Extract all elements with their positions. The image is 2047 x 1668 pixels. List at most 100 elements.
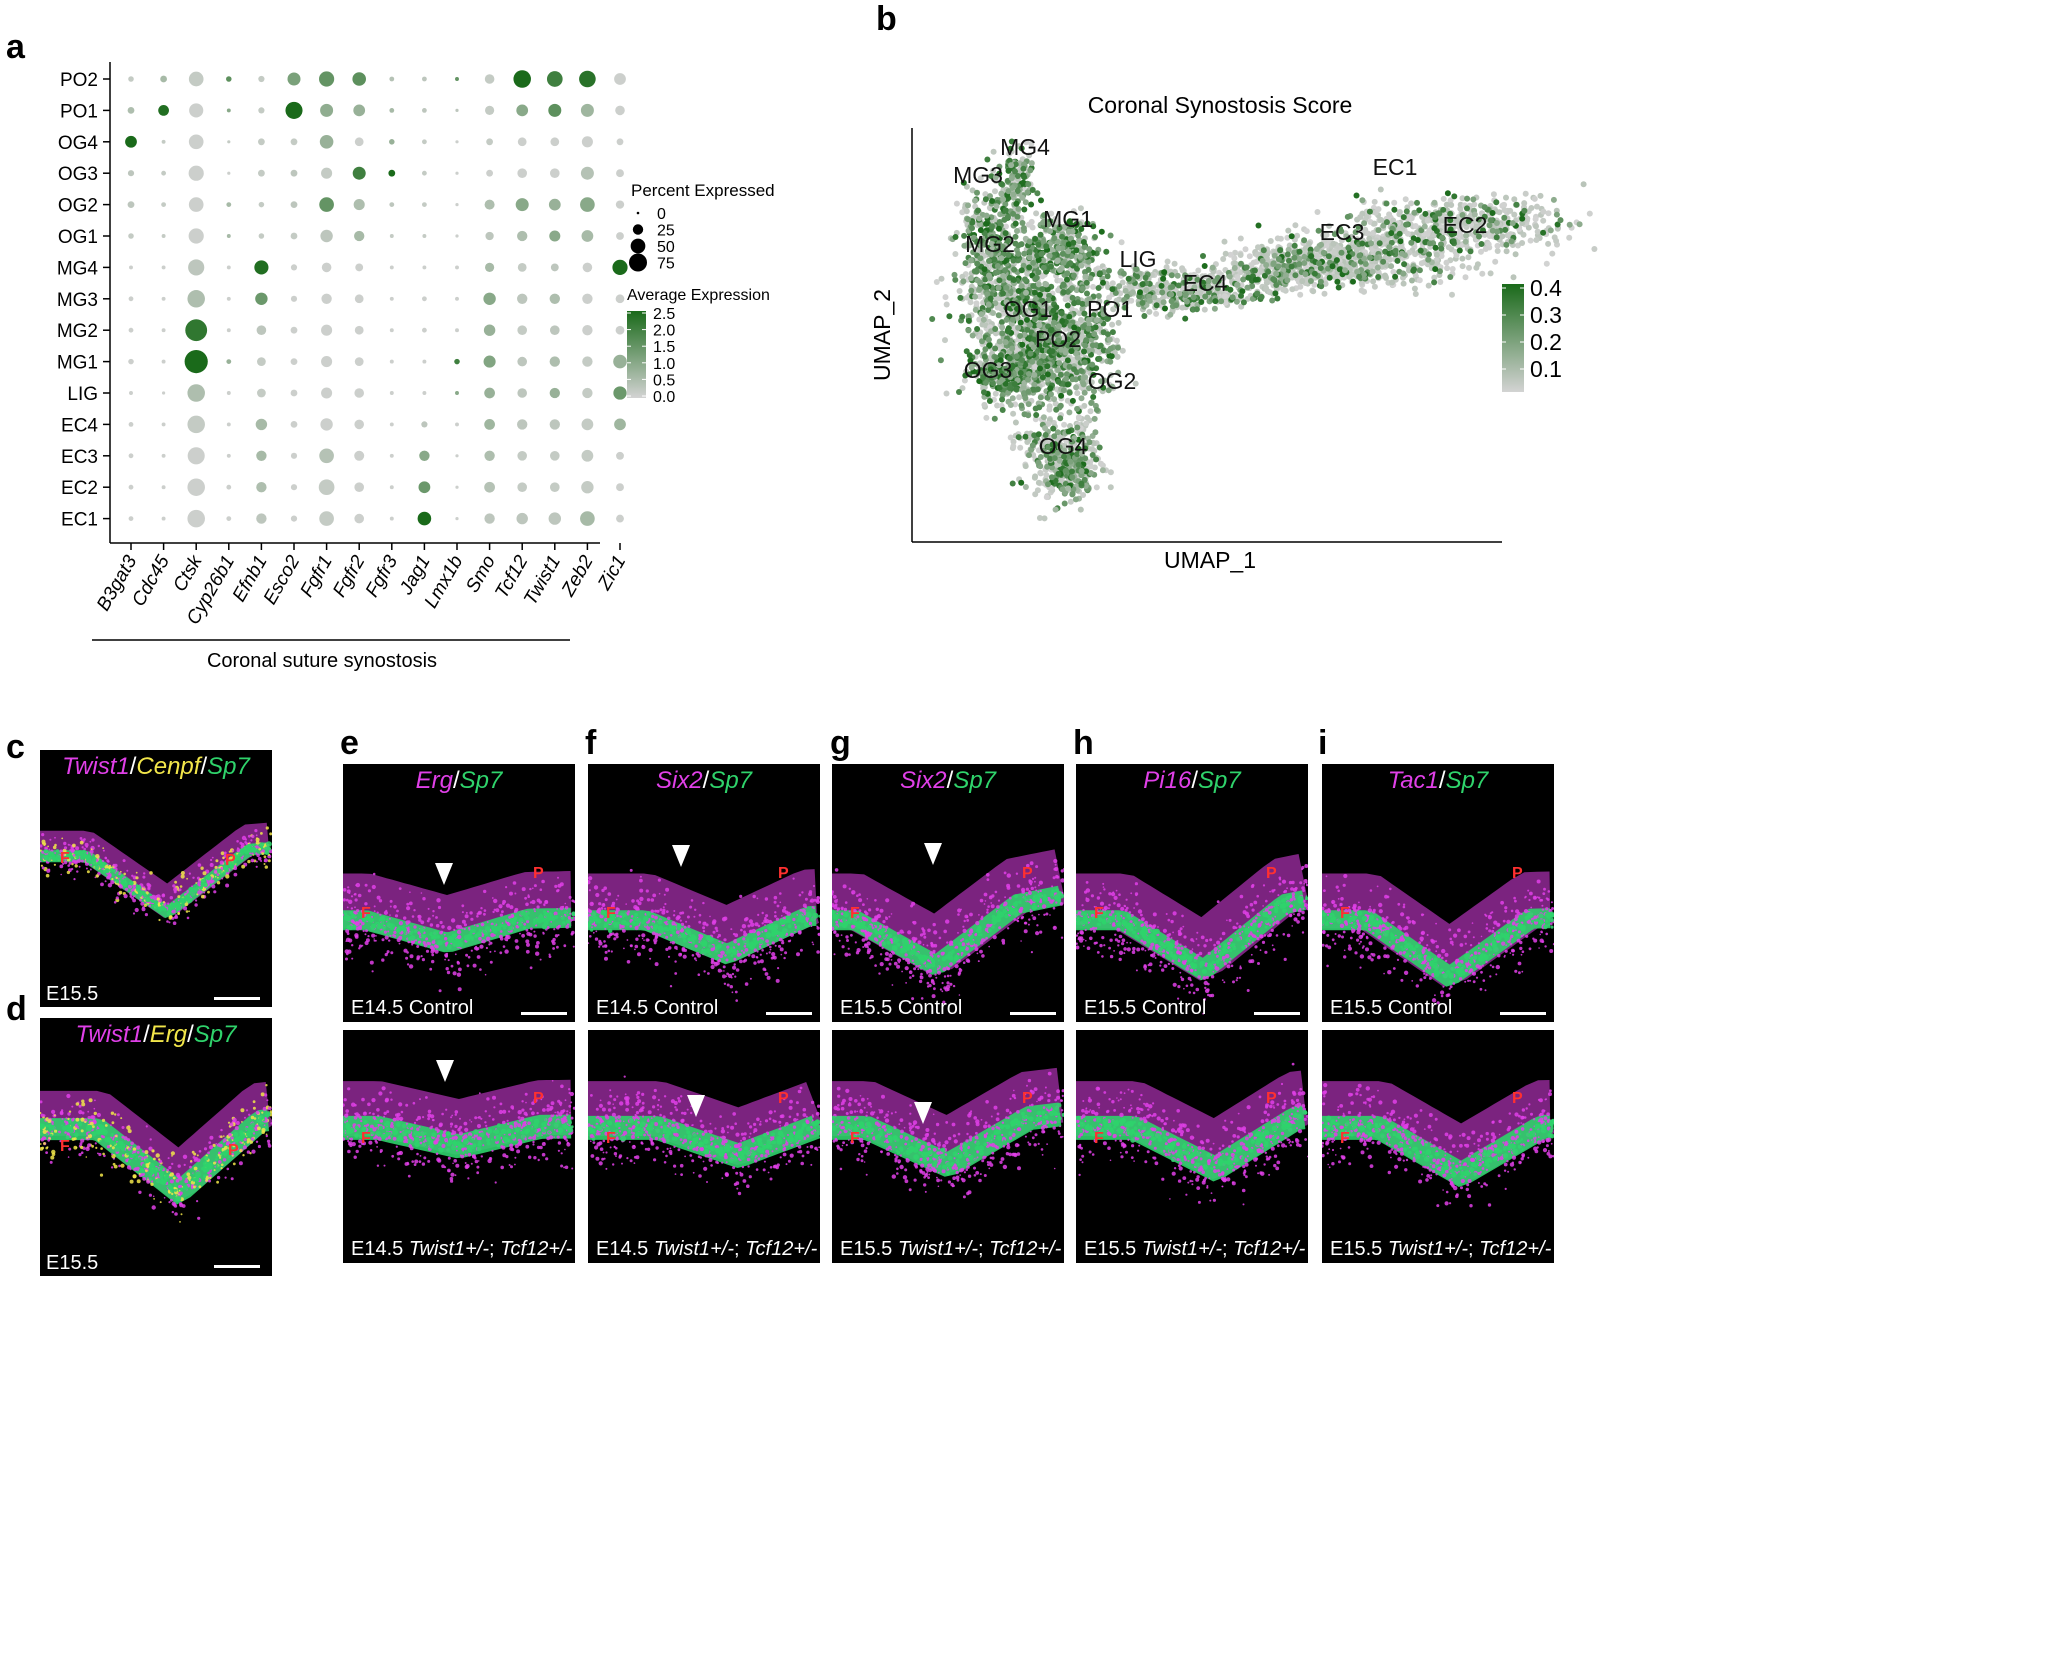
umap-cell [1274, 295, 1281, 302]
umap-cell [999, 396, 1006, 403]
umap-cell [1371, 283, 1378, 290]
umap-cell [1077, 205, 1084, 212]
umap-cell [1014, 228, 1020, 234]
umap-cell [1075, 414, 1082, 421]
umap-cell [1081, 310, 1088, 317]
dotplot-dot [319, 511, 334, 526]
micrograph-genotype-label: E15.5 Twist1+/-; Tcf12+/- [1084, 1238, 1305, 1261]
umap-cell [1159, 289, 1166, 296]
umap-cell [1398, 250, 1405, 257]
umap-cell [1039, 273, 1046, 280]
umap-cluster-label: PO2 [1035, 326, 1081, 352]
dotplot-dot [389, 453, 394, 458]
genotype-label-part: ; [734, 1238, 746, 1260]
umap-cell [1003, 316, 1010, 323]
umap-cell [1470, 196, 1477, 203]
umap-cell [1040, 414, 1047, 421]
dotplot-ylabel: MG2 [57, 321, 98, 342]
dotplot-xlabel: B3gat3 [93, 552, 142, 615]
umap-cell [960, 278, 967, 285]
dotplot-dot [517, 419, 528, 430]
umap-cell [1085, 266, 1092, 273]
umap-cell [1109, 286, 1116, 293]
umap-cell [1534, 203, 1540, 210]
micrograph-g-control [832, 796, 1064, 1022]
umap-cell [986, 258, 992, 264]
umap-cell [1036, 342, 1043, 349]
umap-cell [1031, 381, 1038, 388]
dotplot-dot [128, 422, 134, 427]
dotplot-dot [321, 293, 332, 304]
header-stain-label: / [1191, 767, 1198, 794]
umap-cluster-label: EC2 [1443, 212, 1488, 238]
umap-cell [1396, 230, 1403, 237]
dotplot-dot [616, 451, 624, 460]
umap-cell [1068, 438, 1075, 445]
umap-cell [1374, 264, 1381, 271]
dotplot-dot [187, 384, 205, 402]
dotplot-dot [389, 296, 394, 301]
umap-cell [933, 279, 940, 285]
dotplot-dot [354, 513, 365, 524]
dotplot-dot [549, 230, 561, 242]
dotplot-dot [354, 419, 365, 430]
umap-cell [1363, 214, 1370, 220]
umap-cell [1242, 246, 1249, 253]
umap-cell [1334, 278, 1341, 285]
umap-cell [1066, 389, 1073, 396]
umap-cell [1273, 270, 1280, 277]
umap-cell [1065, 342, 1072, 349]
genotype-label-part: E15.5 [840, 1238, 898, 1260]
umap-cell [1440, 206, 1447, 213]
header-stain-label: Twist1 [62, 753, 130, 780]
umap-cell [1087, 408, 1094, 415]
umap-cell [1077, 253, 1083, 260]
umap-cell [990, 235, 997, 242]
umap-cell [1079, 305, 1086, 312]
umap-cell [1047, 228, 1053, 235]
dotplot-dot [419, 450, 430, 461]
dotplot-dot [321, 262, 332, 273]
umap-cell [968, 287, 975, 294]
umap-cell [1522, 190, 1529, 197]
umap-cell [1476, 233, 1482, 240]
umap-cell [1003, 284, 1010, 291]
umap-cell [1263, 279, 1270, 286]
umap-cell [1082, 273, 1089, 280]
umap-cell [974, 260, 981, 267]
umap-cell [1031, 302, 1038, 309]
dotplot-dot [254, 260, 269, 275]
umap-cell [999, 376, 1006, 383]
umap-cell [1198, 299, 1205, 305]
umap-cell [961, 232, 968, 239]
dotplot-dot [226, 516, 232, 521]
umap-cell [1422, 239, 1429, 246]
umap-cell [1037, 454, 1044, 460]
umap-cell [1091, 415, 1098, 422]
umap-cell [1022, 484, 1029, 490]
size-legend-dot [632, 224, 644, 235]
dotplot-dot [128, 453, 134, 459]
umap-cell [988, 240, 995, 247]
header-stain-label: Pi16 [1143, 767, 1192, 794]
dotplot-dot [549, 356, 560, 367]
suture-arrowhead [687, 1095, 705, 1117]
umap-cell [1025, 388, 1032, 395]
dotplot-dot [129, 265, 133, 270]
dotplot-dot [257, 357, 266, 366]
dotplot-ylabel: MG4 [57, 258, 99, 279]
umap-cell [1095, 285, 1102, 291]
umap-cell [1061, 421, 1068, 428]
dotplot-ylabel: MG3 [57, 290, 98, 311]
umap-cell [1444, 265, 1451, 272]
umap-cell [1061, 453, 1067, 460]
umap-cell [1464, 205, 1470, 212]
dotplot-dot [616, 232, 624, 240]
umap-cell [1465, 254, 1472, 261]
dotplot-dot [612, 259, 628, 275]
umap-cell [1443, 259, 1450, 266]
size-legend-label: 50 [657, 239, 675, 256]
umap-cell [1058, 346, 1065, 353]
umap-cell [1086, 385, 1092, 392]
umap-cell [1002, 380, 1009, 387]
